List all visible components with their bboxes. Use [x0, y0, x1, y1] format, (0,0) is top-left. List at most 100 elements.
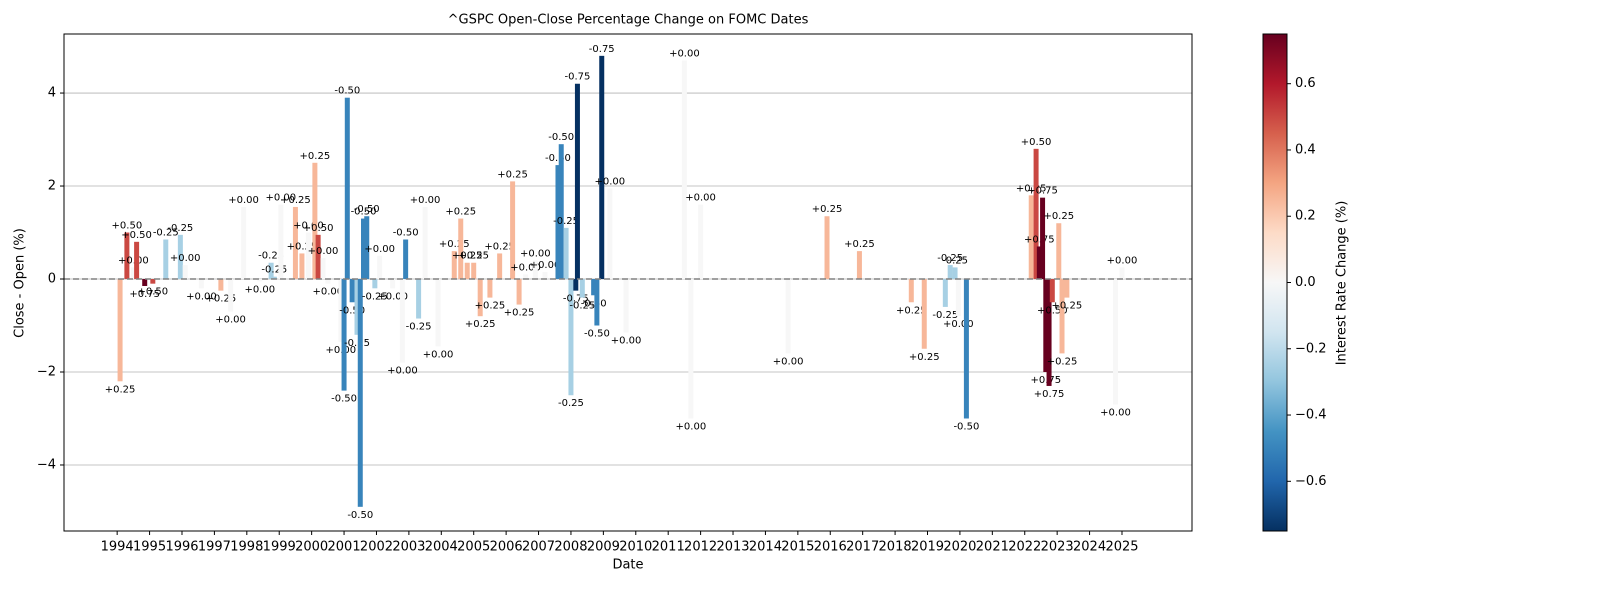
- bar: [908, 279, 914, 303]
- data-label: +0.25: [484, 241, 515, 252]
- y-axis-label: Close - Open (%): [13, 228, 28, 338]
- bar: [124, 232, 130, 280]
- x-tick-label: 2009: [587, 540, 620, 555]
- bar: [1046, 279, 1052, 386]
- y-tick-label: 0: [48, 272, 56, 287]
- x-tick-label: 2000: [295, 540, 328, 555]
- data-label: +0.00: [118, 255, 149, 266]
- bar: [361, 218, 367, 280]
- bar: [299, 253, 305, 280]
- data-label: -0.50: [347, 510, 373, 521]
- data-label: -0.50: [548, 132, 574, 143]
- data-label: +0.00: [215, 315, 246, 326]
- data-label: +0.50: [112, 221, 143, 232]
- bar: [623, 279, 629, 333]
- bar: [579, 279, 585, 298]
- bar: [341, 279, 347, 391]
- bar: [824, 216, 830, 280]
- chart-title: ^GSPC Open-Close Percentage Change on FO…: [448, 13, 809, 28]
- data-label: +0.50: [137, 287, 168, 298]
- data-label: +0.25: [909, 352, 940, 363]
- x-tick-label: 2005: [457, 540, 490, 555]
- data-label: -0.75: [564, 72, 590, 83]
- data-label: +0.25: [1016, 183, 1047, 194]
- bar: [487, 279, 493, 298]
- bar: [921, 279, 927, 349]
- data-label: -0.50: [351, 207, 377, 218]
- bar: [458, 218, 464, 280]
- data-label: -0.50: [545, 153, 571, 164]
- data-label: +0.25: [300, 151, 331, 162]
- data-label: -0.25: [558, 398, 584, 409]
- bar: [399, 279, 405, 363]
- data-label: -0.50: [393, 227, 419, 238]
- x-tick-label: 2006: [490, 540, 523, 555]
- data-label: +0.75: [1027, 186, 1058, 197]
- data-label: -0.25: [167, 223, 193, 234]
- bar: [292, 206, 298, 280]
- data-label: +0.75: [129, 289, 160, 300]
- bar: [364, 216, 370, 280]
- data-label: +0.00: [611, 335, 642, 346]
- bar: [542, 272, 548, 280]
- y-tick-label: 4: [48, 86, 56, 101]
- data-label: +0.75: [1024, 234, 1055, 245]
- bar: [338, 279, 344, 342]
- data-label: -0.25: [153, 227, 179, 238]
- bar: [464, 262, 470, 280]
- bar: [856, 251, 862, 280]
- y-tick-label: −4: [37, 457, 56, 472]
- bar: [688, 279, 694, 419]
- bar: [942, 279, 948, 307]
- data-label: +0.00: [510, 262, 541, 273]
- bar: [555, 165, 561, 280]
- bar: [163, 239, 169, 280]
- x-tick-label: 1998: [230, 540, 263, 555]
- bar: [325, 279, 331, 284]
- data-label: -0.25: [942, 255, 968, 266]
- bar: [435, 279, 441, 347]
- x-tick-label: 2018: [879, 540, 912, 555]
- data-label: +0.00: [520, 248, 551, 259]
- data-label: -0.50: [339, 305, 365, 316]
- bar: [372, 279, 378, 289]
- data-label: -0.50: [581, 298, 607, 309]
- bar: [416, 279, 422, 319]
- data-label: +0.25: [452, 251, 483, 262]
- data-label: +0.25: [458, 251, 489, 262]
- bar: [241, 206, 247, 280]
- bar: [1043, 279, 1049, 372]
- data-label: +0.25: [1043, 211, 1074, 222]
- data-label: +0.00: [266, 193, 297, 204]
- bar: [134, 241, 140, 280]
- y-tick-label: −2: [37, 364, 56, 379]
- data-label: +0.00: [170, 253, 201, 264]
- bar: [477, 279, 483, 317]
- bar: [952, 267, 958, 280]
- x-tick-label: 2023: [1041, 540, 1074, 555]
- bar: [594, 279, 600, 326]
- bar: [599, 55, 605, 280]
- bar: [573, 279, 579, 291]
- data-label: -0.25: [362, 291, 388, 302]
- bar: [390, 279, 396, 289]
- bar: [1028, 195, 1034, 280]
- bar: [563, 227, 569, 280]
- x-tick-label: 2002: [360, 540, 393, 555]
- data-label: -0.50: [953, 421, 979, 432]
- bar: [1049, 279, 1055, 303]
- data-label: -0.75: [589, 44, 615, 55]
- colorbar: [1262, 33, 1288, 532]
- data-label: +0.00: [313, 287, 344, 298]
- bar: [130, 267, 136, 280]
- colorbar-tick-label: 0.2: [1295, 209, 1316, 224]
- data-label: +0.50: [1037, 305, 1068, 316]
- data-label: +0.25: [105, 384, 136, 395]
- bar: [523, 274, 529, 280]
- data-label: +0.25: [896, 305, 927, 316]
- data-label: +0.25: [465, 319, 496, 330]
- bar: [785, 279, 791, 354]
- x-tick-label: 1995: [133, 540, 166, 555]
- bar: [403, 239, 409, 280]
- x-tick-label: 2004: [425, 540, 458, 555]
